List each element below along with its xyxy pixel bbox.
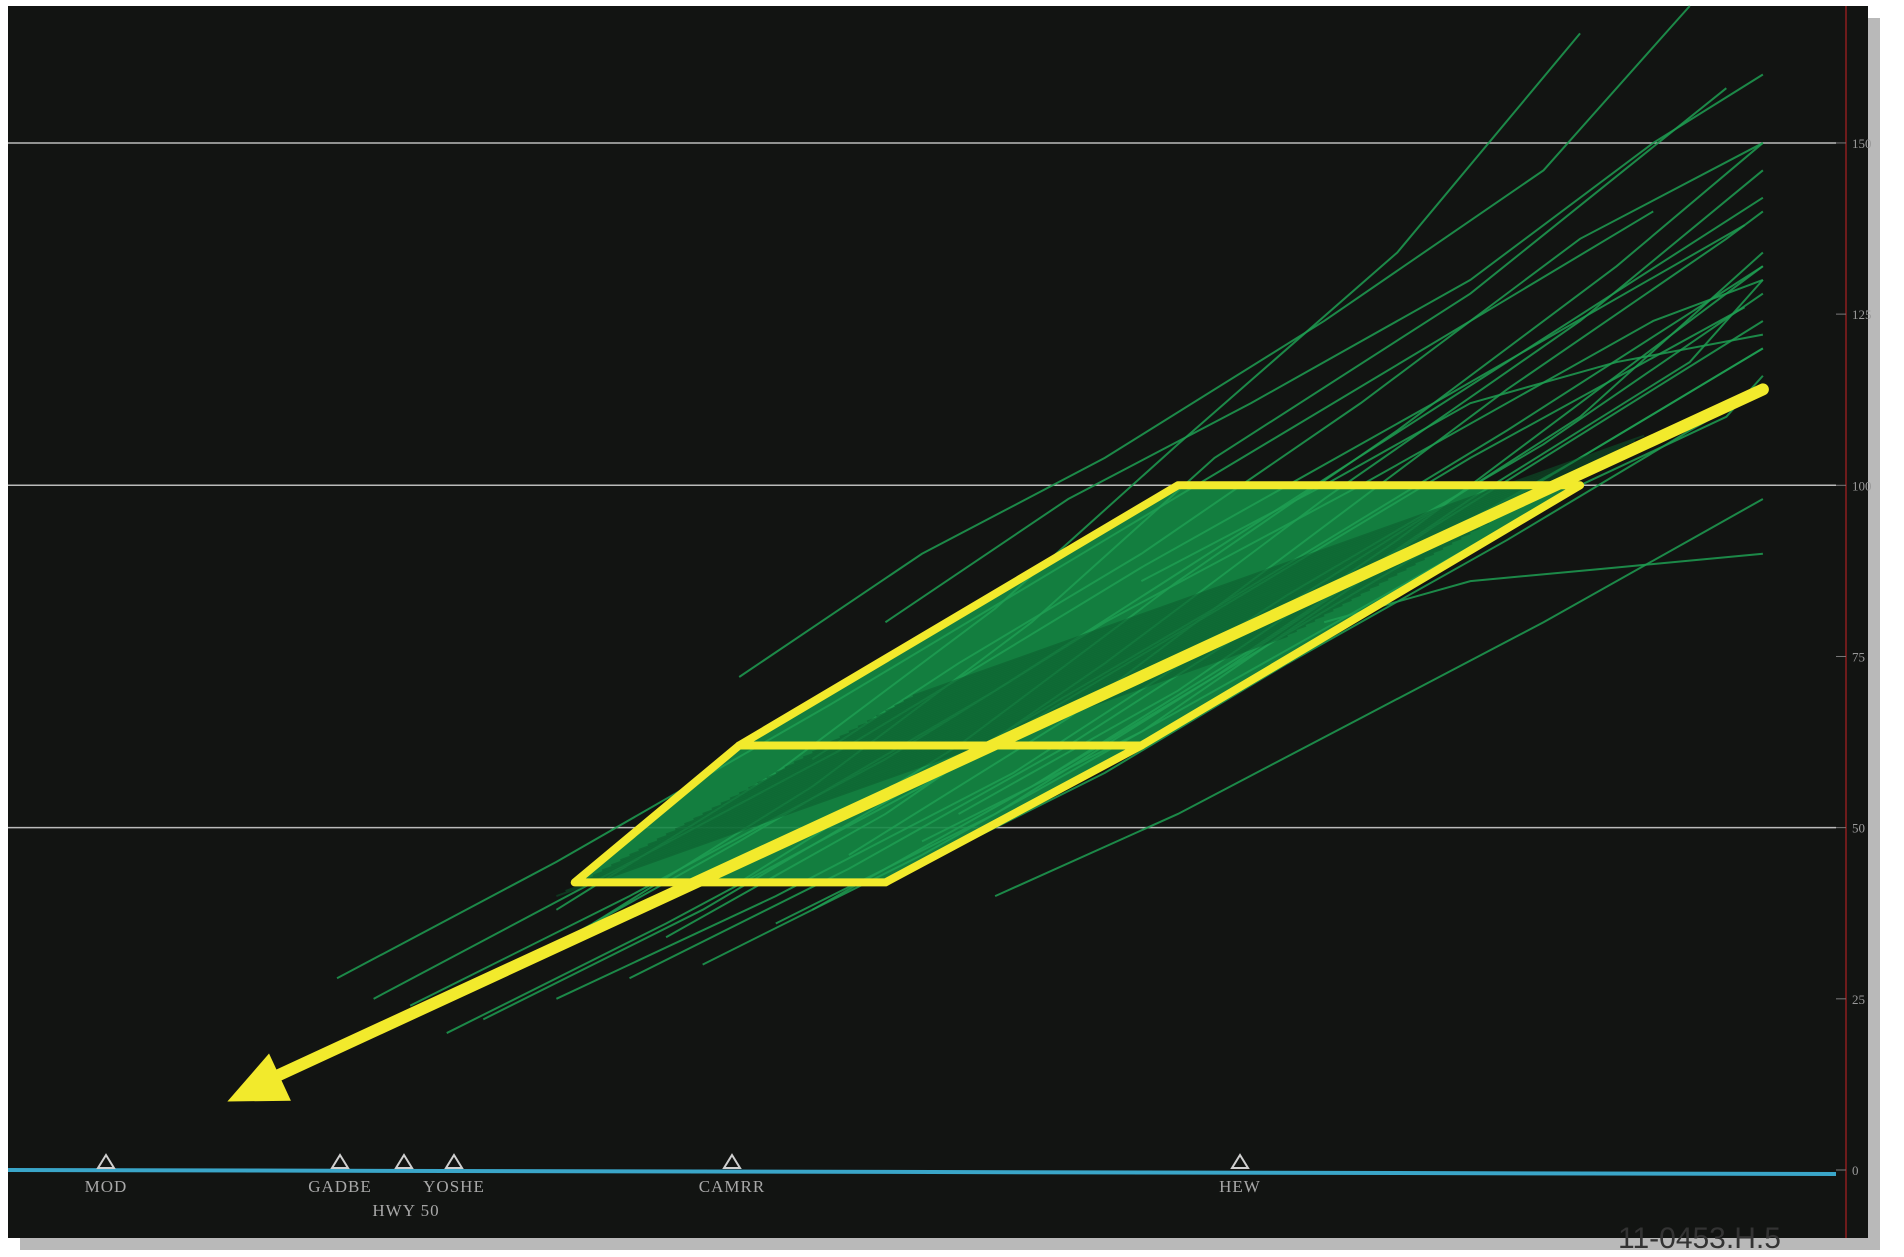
band-texture <box>775 511 1508 774</box>
band-texture <box>583 619 1316 882</box>
series-line-14 <box>848 210 1764 856</box>
triangle-icon <box>1230 1153 1250 1169</box>
y-tick-label: 150 <box>1852 136 1872 151</box>
y-tick-label: 75 <box>1852 649 1865 664</box>
triangle-icon <box>394 1153 414 1169</box>
band-texture <box>610 604 1343 867</box>
band-texture <box>821 486 1553 749</box>
triangle-icon <box>96 1153 116 1169</box>
band-texture <box>574 624 1307 887</box>
band-texture <box>556 634 1288 898</box>
series-line-25 <box>994 498 1764 898</box>
band-texture <box>601 609 1334 872</box>
fix-label: HEW <box>1219 1177 1261 1196</box>
series-line-23 <box>1323 552 1763 624</box>
band-texture <box>875 455 1608 718</box>
band-texture <box>839 475 1572 738</box>
band-texture <box>766 516 1499 779</box>
series-line-12 <box>738 142 1764 884</box>
fix-label: MOD <box>85 1177 128 1196</box>
series-line-0 <box>336 210 1654 980</box>
band-texture <box>784 506 1517 769</box>
y-tick-label: 125 <box>1852 307 1872 322</box>
band-texture <box>885 450 1617 713</box>
series-line-17 <box>409 278 1764 1007</box>
y-tick-label: 50 <box>1852 821 1865 836</box>
band-texture <box>802 496 1535 759</box>
descent-arrow-head <box>227 1053 291 1102</box>
series-line-20 <box>738 5 1691 678</box>
series-line-9 <box>665 169 1764 939</box>
y-tick-label: 0 <box>1852 1163 1859 1178</box>
band-texture <box>811 491 1544 754</box>
lower-band-outline <box>570 741 1146 887</box>
series-line-21 <box>884 73 1764 624</box>
band-texture <box>866 460 1599 723</box>
series-line-1 <box>373 224 1746 1000</box>
y-tick-label: 25 <box>1852 992 1865 1007</box>
triangle-icon <box>330 1153 350 1169</box>
series-line-22 <box>1140 333 1764 583</box>
series-line-6 <box>519 196 1764 966</box>
band-texture <box>912 434 1645 697</box>
band-texture <box>620 599 1352 862</box>
fix-label: CAMRR <box>699 1177 765 1196</box>
fix-label: YOSHE <box>423 1177 485 1196</box>
y-tick-label: 100 <box>1852 478 1872 493</box>
band-texture <box>793 501 1526 764</box>
band-texture <box>830 480 1563 744</box>
triangle-icon <box>444 1153 464 1169</box>
series-line-18 <box>811 142 1764 761</box>
band-texture <box>848 470 1581 733</box>
band-texture <box>629 593 1362 856</box>
fix-label: GADBE <box>308 1177 372 1196</box>
band-texture <box>565 629 1298 892</box>
triangle-icon <box>722 1153 742 1169</box>
plot-background <box>8 6 1868 1238</box>
figure-code: 11-0453.H.5 <box>1618 1222 1781 1255</box>
x-axis-sublabel: HWY 50 <box>372 1201 439 1220</box>
descent-arrow-shaft <box>239 383 1769 1097</box>
band-texture <box>857 465 1590 728</box>
baseline <box>7 1168 1837 1176</box>
